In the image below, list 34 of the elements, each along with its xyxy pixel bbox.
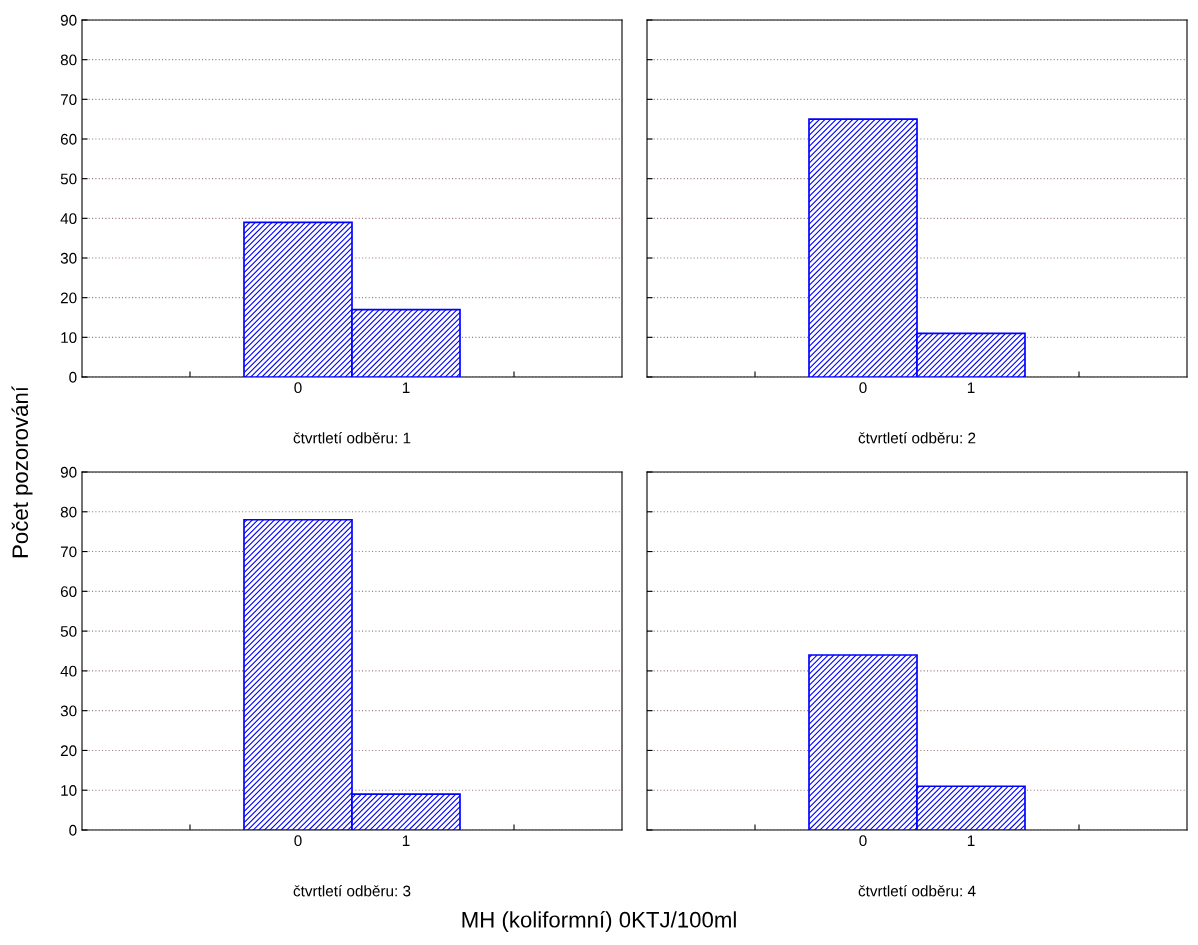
- y-tick-label: 40: [60, 665, 77, 677]
- y-tick-label: 50: [60, 625, 77, 637]
- y-tick-label: 50: [60, 173, 77, 185]
- x-tick-label: 1: [967, 382, 975, 393]
- y-tick-label: 10: [61, 332, 77, 344]
- x-axis-title: čtvrtletí odběru: 4: [858, 885, 976, 897]
- y-tick-label: 60: [60, 133, 77, 145]
- y-tick-label: 70: [60, 546, 77, 558]
- y-tick-label: 20: [60, 292, 77, 304]
- y-tick-label: 40: [60, 213, 77, 225]
- y-tick-label: 0: [69, 824, 77, 836]
- y-tick-label: 80: [60, 506, 77, 518]
- x-tick-label: 0: [859, 382, 867, 394]
- y-tick-label: 70: [60, 94, 77, 106]
- y-tick-label: 30: [60, 252, 77, 264]
- y-tick-label: 90: [60, 466, 77, 478]
- y-tick-label: 80: [60, 54, 77, 66]
- y-axis-title: Počet pozorování: [11, 386, 33, 558]
- y-tick-label: 30: [60, 705, 77, 717]
- x-tick-label: 0: [294, 382, 302, 394]
- x-axis-title: čtvrtletí odběru: 3: [293, 885, 411, 897]
- y-tick-label: 0: [69, 371, 77, 383]
- text: MH (koliformní) 0KTJ/100ml: [462, 911, 736, 932]
- y-tick-label: 20: [60, 745, 77, 757]
- x-tick-label: 1: [967, 835, 975, 846]
- x-axis-title: čtvrtletí odběru: 2: [858, 432, 976, 444]
- x-tick-label: 0: [294, 835, 302, 847]
- x-axis-title: čtvrtletí odběru: 1: [293, 432, 411, 444]
- x-tick-label: 0: [859, 835, 867, 847]
- y-tick-label: 60: [60, 586, 77, 598]
- y-tick-label: 10: [61, 785, 77, 796]
- x-tick-label: 1: [402, 382, 410, 393]
- x-tick-label: 1: [402, 835, 410, 846]
- y-tick-label: 90: [60, 14, 77, 26]
